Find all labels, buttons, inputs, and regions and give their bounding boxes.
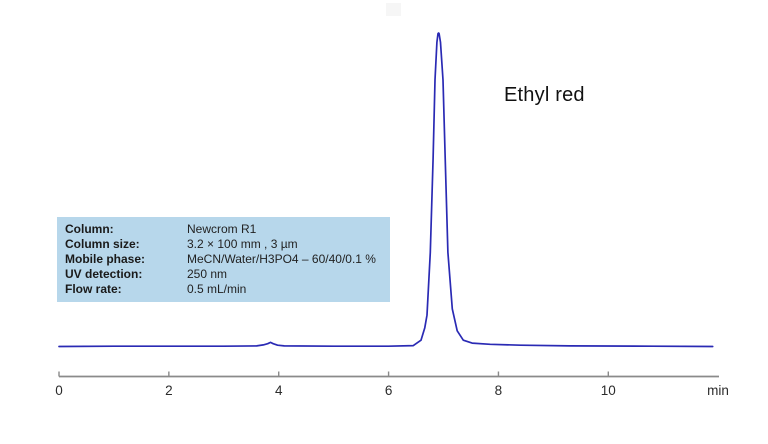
x-axis-tick-label: 0 bbox=[55, 383, 63, 398]
info-label: Mobile phase: bbox=[65, 252, 146, 266]
info-label: Flow rate: bbox=[65, 282, 122, 296]
peak-annotation-label: Ethyl red bbox=[504, 84, 585, 106]
x-axis-tick-label: 10 bbox=[601, 383, 616, 398]
info-value: 3.2 × 100 mm , 3 µm bbox=[187, 237, 298, 251]
info-row-column: Column: Newcrom R1 bbox=[65, 222, 390, 237]
info-value: 250 nm bbox=[187, 267, 228, 281]
info-row-uv-detection: UV detection: 250 nm bbox=[65, 267, 390, 282]
x-axis-tick-label: 6 bbox=[385, 383, 393, 398]
method-info-box: Column: Newcrom R1 Column size: 3.2 × 10… bbox=[57, 217, 390, 302]
signal-trace bbox=[58, 32, 714, 348]
x-axis-tick-label: 8 bbox=[495, 383, 503, 398]
info-label: Column size: bbox=[65, 237, 140, 251]
faint-top-mark bbox=[386, 3, 401, 16]
info-value: Newcrom R1 bbox=[187, 222, 257, 236]
x-axis-tick-label: 2 bbox=[165, 383, 173, 398]
info-row-mobile-phase: Mobile phase: MeCN/Water/H3PO4 – 60/40/0… bbox=[65, 252, 390, 267]
info-value: MeCN/Water/H3PO4 – 60/40/0.1 % bbox=[187, 252, 376, 266]
info-label: Column: bbox=[65, 222, 114, 236]
x-axis-unit-label: min bbox=[707, 383, 729, 398]
info-row-column-size: Column size: 3.2 × 100 mm , 3 µm bbox=[65, 237, 390, 252]
x-axis-tick-label: 4 bbox=[275, 383, 283, 398]
info-label: UV detection: bbox=[65, 267, 143, 281]
info-row-flow-rate: Flow rate: 0.5 mL/min bbox=[65, 282, 390, 297]
info-value: 0.5 mL/min bbox=[187, 282, 247, 296]
